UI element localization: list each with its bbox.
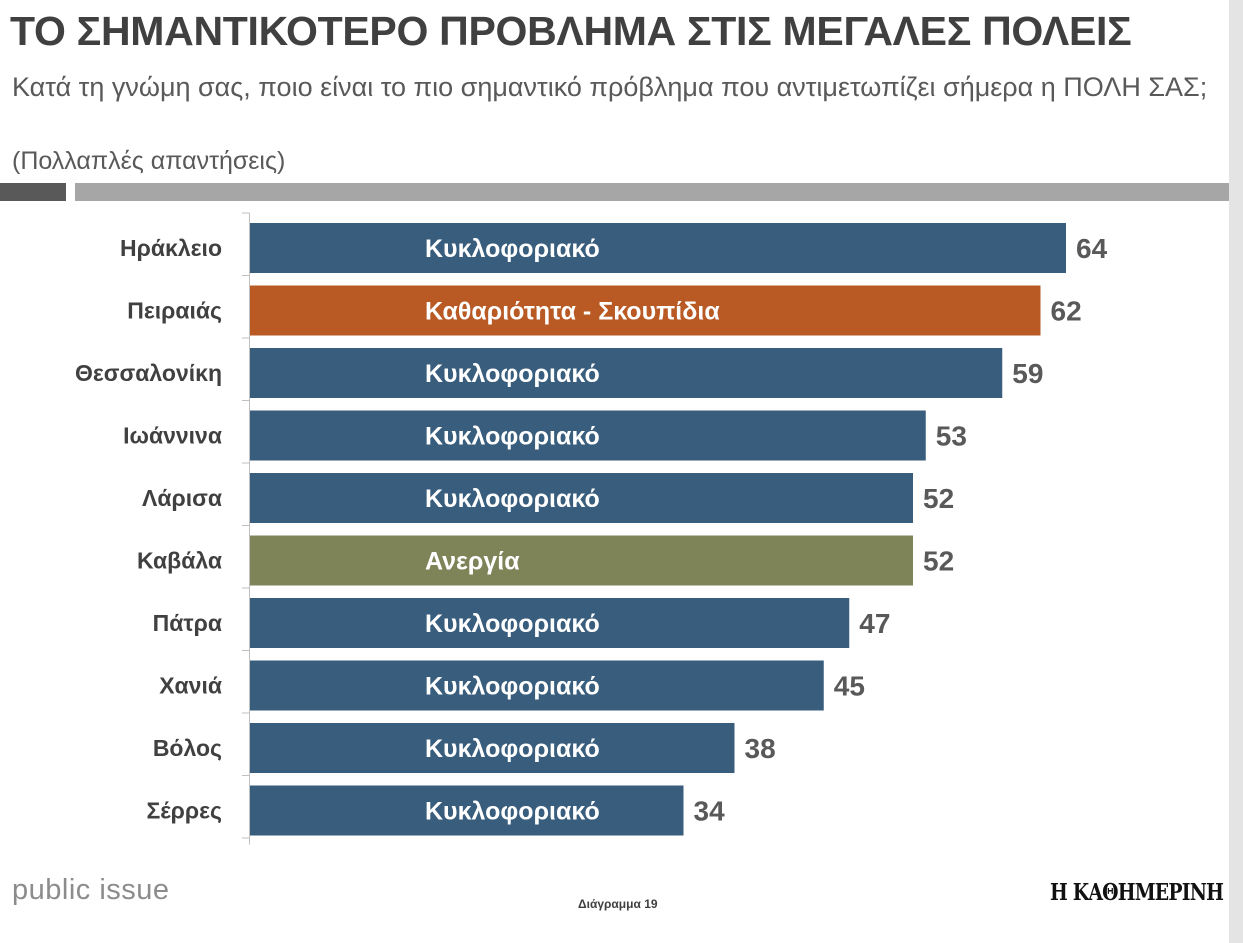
category-label: Πειραιάς <box>127 298 222 324</box>
bar <box>250 348 1003 398</box>
bar <box>250 285 1041 336</box>
bar-value-label: 52 <box>923 546 954 577</box>
bar-value-label: 47 <box>859 608 890 639</box>
category-label: Πάτρα <box>153 610 222 636</box>
category-label: Ηράκλειο <box>120 235 222 261</box>
bar <box>250 785 684 836</box>
bar-problem-label: Κυκλοφοριακό <box>425 485 600 513</box>
bar <box>250 660 824 711</box>
bar-value-label: 53 <box>936 421 967 452</box>
bar-problem-label: Κυκλοφοριακό <box>425 360 600 388</box>
category-label: Σέρρες <box>146 798 222 824</box>
bar-problem-label: Ανεργία <box>425 548 520 576</box>
bar-value-label: 38 <box>745 733 776 764</box>
bar <box>250 535 913 586</box>
bar-value-label: 52 <box>923 483 954 514</box>
bar-value-label: 45 <box>834 671 865 702</box>
bar-problem-label: Κυκλοφοριακό <box>425 610 600 638</box>
header-divider-light <box>75 183 1229 201</box>
publisher-logo: Η ΚΑΘΗΜΕΡΙΝΗ <box>1050 879 1224 906</box>
category-label: Χανιά <box>159 673 222 699</box>
header-divider-dark <box>0 183 66 201</box>
bar-value-label: 34 <box>694 796 726 827</box>
bar <box>250 473 913 523</box>
bar <box>250 598 850 648</box>
bar-problem-label: Κυκλοφοριακό <box>425 735 600 763</box>
bar-problem-label: Κυκλοφοριακό <box>425 235 600 263</box>
bar-value-label: 62 <box>1051 296 1082 327</box>
chart-note: (Πολλαπλές απαντήσεις) <box>12 147 286 175</box>
bar-problem-label: Καθαριότητα - Σκουπίδια <box>425 298 720 326</box>
bar <box>250 723 735 773</box>
bar-value-label: 64 <box>1076 233 1108 264</box>
bar-problem-label: Κυκλοφοριακό <box>425 673 600 701</box>
chart-title: ΤΟ ΣΗΜΑΝΤΙΚΟΤΕΡΟ ΠΡΟΒΛΗΜΑ ΣΤΙΣ ΜΕΓΑΛΕΣ Π… <box>10 8 1132 54</box>
category-label: Θεσσαλονίκη <box>75 360 222 386</box>
category-label: Βόλος <box>153 735 222 761</box>
bar <box>250 410 926 461</box>
right-edge-rule <box>1229 0 1243 943</box>
bar-value-label: 59 <box>1012 358 1043 389</box>
bar-chart: Ηράκλειο Κυκλοφοριακό 64 Πειραιάς Καθαριότητ… <box>75 212 1108 845</box>
bar <box>250 223 1066 273</box>
diagram-caption: Διάγραμμα 19 <box>578 897 658 911</box>
category-label: Ιωάννινα <box>123 423 222 449</box>
chart-subtitle: Κατά τη γνώμη σας, ποιο είναι το πιο σημ… <box>12 72 1208 102</box>
category-label: Λάρισα <box>142 485 222 511</box>
category-label: Καβάλα <box>137 548 222 574</box>
source-logo: public issue <box>12 874 170 906</box>
bar-problem-label: Κυκλοφοριακό <box>425 798 600 826</box>
bar-problem-label: Κυκλοφοριακό <box>425 423 600 451</box>
